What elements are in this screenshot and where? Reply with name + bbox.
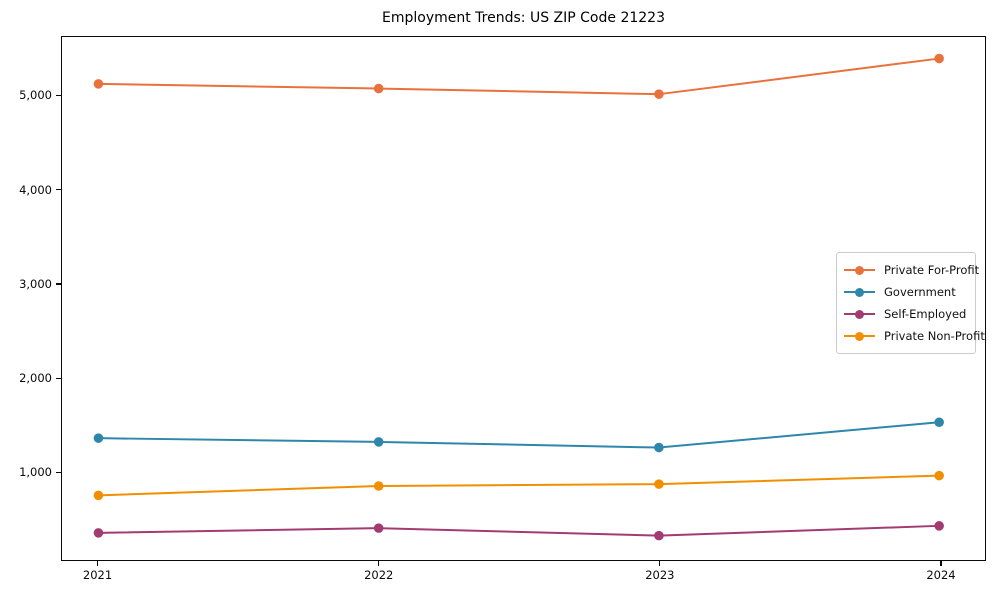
legend-marker-dot [855, 331, 864, 341]
data-point [934, 470, 944, 481]
x-tick-label: 2022 [364, 568, 394, 582]
y-tick-mark [56, 94, 61, 96]
series-line [98, 524, 940, 537]
data-point [373, 437, 384, 447]
legend-line-swatch [844, 309, 875, 319]
x-tick-label: 2024 [926, 568, 956, 582]
data-point [93, 528, 104, 538]
legend-line-swatch [844, 287, 875, 297]
legend-label: Self-Employed [884, 307, 967, 321]
y-tick-mark [56, 189, 61, 191]
series-canvas [93, 53, 944, 541]
data-point [654, 479, 664, 489]
data-point [373, 481, 384, 491]
data-point [373, 83, 384, 94]
x-tick-label: 2023 [645, 568, 675, 582]
data-point [654, 530, 664, 541]
plot-area: Private For-Profit Government Self-Employe… [61, 36, 986, 561]
x-tick-label: 2021 [82, 568, 113, 582]
data-point [654, 442, 664, 453]
data-point [93, 433, 104, 443]
y-tick-mark [56, 471, 61, 474]
data-point [934, 521, 944, 531]
y-tick-label: 2,000 [19, 371, 52, 386]
legend-label: Government [884, 285, 956, 299]
data-point [93, 490, 104, 501]
legend-line-swatch [844, 331, 875, 341]
y-tick-label: 3,000 [19, 276, 52, 291]
legend-label: Private Non-Profit [884, 329, 985, 343]
chart-title: Employment Trends: US ZIP Code 21223 [382, 10, 665, 26]
y-tick-mark [56, 377, 61, 379]
legend-item: Government [844, 281, 967, 303]
series-line [98, 421, 940, 449]
legend-line-swatch [844, 265, 875, 275]
data-point [373, 523, 384, 533]
y-tick-mark [56, 283, 61, 285]
y-tick-label: 1,000 [19, 465, 52, 480]
legend-marker-dot [855, 287, 864, 297]
legend-marker-dot [855, 265, 864, 275]
data-point [93, 79, 104, 89]
data-point [934, 53, 944, 64]
data-point [654, 89, 664, 99]
legend-marker-dot [855, 309, 864, 319]
data-point [934, 417, 944, 428]
y-tick-label: 4,000 [19, 182, 52, 197]
legend-item: Private Non-Profit [844, 325, 985, 347]
x-tick-mark [940, 561, 942, 566]
series-line [98, 474, 940, 497]
legend-label: Private For-Profit [884, 263, 980, 277]
legend: Private For-Profit Government Self-Employe… [836, 252, 985, 354]
series-line [98, 57, 940, 96]
legend-item: Private For-Profit [844, 259, 979, 281]
y-tick-label: 5,000 [19, 88, 52, 103]
x-tick-mark [659, 561, 661, 566]
legend-item: Self-Employed [844, 303, 967, 325]
x-tick-mark [96, 561, 99, 566]
x-tick-mark [378, 561, 380, 566]
